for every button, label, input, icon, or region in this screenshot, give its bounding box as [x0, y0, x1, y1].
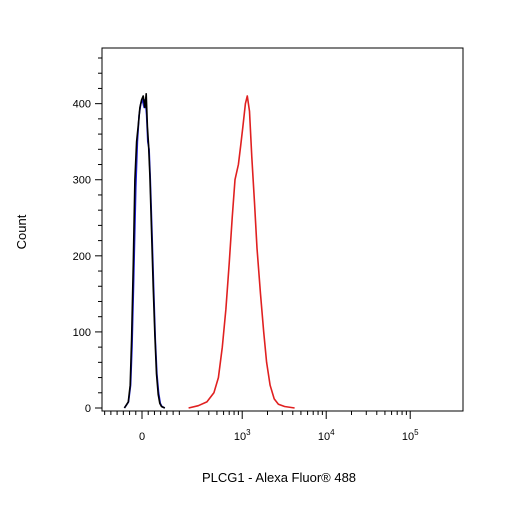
y-tick-label: 0: [85, 403, 91, 415]
y-tick-label: 200: [73, 251, 91, 263]
y-tick-label: 300: [73, 175, 91, 187]
x-tick-label: 105: [402, 428, 419, 443]
y-axis-label: Count: [14, 214, 29, 249]
y-tick-label: 100: [73, 327, 91, 339]
histogram-series-3: [188, 95, 295, 409]
histogram-series-2: [123, 93, 166, 409]
x-tick-label: 0: [139, 431, 145, 443]
y-tick-label: 400: [73, 99, 91, 111]
plot-frame: [101, 47, 464, 412]
x-axis-label: PLCG1 - Alexa Fluor® 488: [202, 470, 356, 485]
x-tick-label: 103: [234, 428, 251, 443]
x-tick-label: 104: [318, 428, 335, 443]
